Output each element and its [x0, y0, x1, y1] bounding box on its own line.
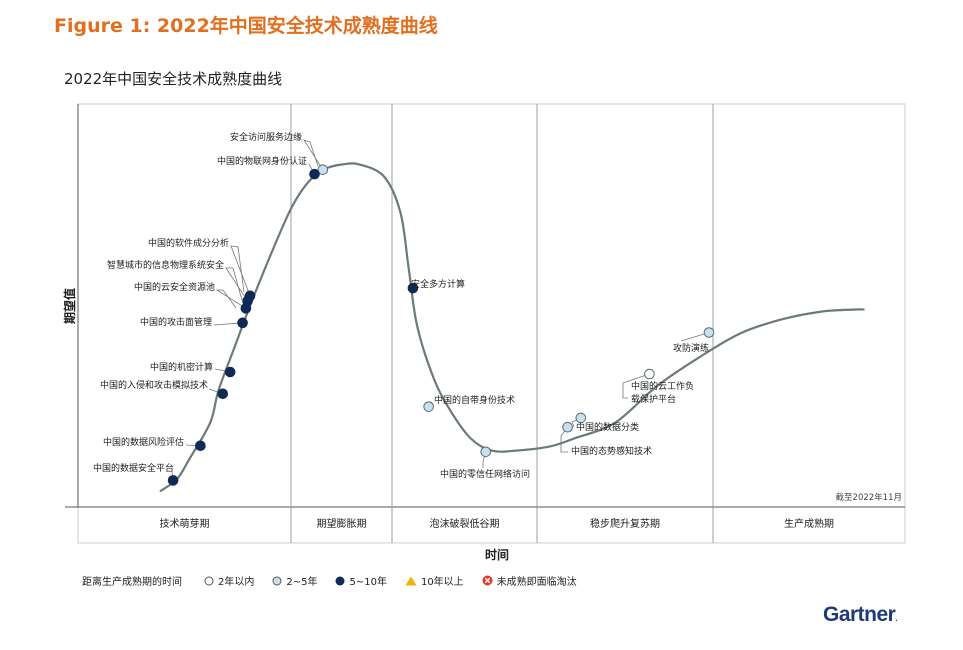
label-leader [230, 245, 251, 296]
data-point [480, 446, 492, 458]
light-blue-circle-icon [272, 576, 282, 585]
data-point [217, 388, 229, 400]
data-label: 攻防演练 [673, 342, 709, 354]
data-point [167, 475, 179, 486]
data-label: 中国的物联网身份认证 [217, 155, 307, 167]
phase-labels: 技术萌芽期 期望膨胀期 泡沫破裂低谷期 稳步爬升复苏期 生产成熟期 [160, 517, 835, 530]
data-label: 智慧城市的信息物理系统安全 [107, 259, 224, 271]
legend-item-5-10y: 5~10年 [335, 573, 387, 588]
data-point [703, 327, 715, 338]
brand-mark: . [895, 614, 898, 623]
data-point [237, 317, 248, 329]
data-label: 安全访问服务边缘 [230, 131, 302, 143]
data-label: 中国的机密计算 [150, 361, 213, 373]
data-point [224, 366, 236, 378]
data-point [317, 164, 329, 175]
data-label: 中国的数据分类 [576, 421, 639, 433]
data-label: 中国的攻击面管理 [140, 316, 212, 328]
data-point [309, 168, 320, 180]
label-leader [622, 373, 650, 399]
phase-label: 技术萌芽期 [160, 517, 210, 530]
legend-item-2-5y: 2~5年 [272, 573, 317, 588]
data-label-line: 中国的云工作负 [631, 380, 694, 392]
data-point [195, 440, 206, 452]
data-label: 中国的软件成分分析 [148, 237, 229, 249]
legend-item-over-10y: 10年以上 [405, 573, 464, 588]
phase-label: 生产成熟期 [784, 517, 834, 530]
legend: 距离生产成熟期的时间 2年以内 2~5年 5~10年 10年以上 未成熟即面临淘… [82, 573, 595, 588]
gartner-logo: Gartner. [823, 603, 898, 627]
date-note: 截至2022年11月 [836, 492, 902, 503]
data-label: 中国的数据安全平台 [93, 462, 174, 474]
phase-label: 期望膨胀期 [317, 517, 367, 530]
legend-label: 2年以内 [218, 577, 255, 588]
legend-title: 距离生产成熟期的时间 [82, 577, 182, 588]
data-label: 中国的数据风险评估 [103, 436, 184, 448]
phase-label: 稳步爬升复苏期 [590, 517, 660, 530]
figure-title: Figure 1: 2022年中国安全技术成熟度曲线 [54, 15, 438, 37]
label-leader [560, 426, 568, 453]
legend-label: 10年以上 [420, 577, 464, 588]
data-point [407, 282, 419, 294]
data-point [575, 412, 587, 424]
chart-title: 2022年中国安全技术成熟度曲线 [64, 70, 282, 88]
data-label: 中国的云工作负载保护平台 [631, 380, 694, 405]
legend-item-under-2y: 2年以内 [204, 573, 254, 588]
phase-label: 泡沫破裂低谷期 [430, 517, 500, 530]
data-label: 中国的自带身份技术 [434, 394, 515, 406]
yellow-triangle-icon [405, 576, 417, 585]
brand-text: Gartner [823, 603, 896, 626]
x-axis-label: 时间 [485, 547, 509, 562]
red-x-circle-icon [482, 575, 493, 586]
label-leader [303, 139, 324, 170]
navy-circle-icon [335, 576, 345, 585]
legend-label: 未成熟即面临淘汰 [496, 577, 577, 588]
legend-label: 2~5年 [286, 577, 318, 588]
hype-curve [159, 162, 865, 492]
label-leader [225, 267, 248, 302]
open-circle-icon [204, 576, 214, 585]
data-label: 中国的入侵和攻击模拟技术 [100, 379, 208, 391]
data-point [423, 401, 434, 412]
data-label-line: 载保护平台 [631, 393, 676, 405]
phase-dividers [290, 104, 714, 543]
legend-item-obsolete: 未成熟即面临淘汰 [482, 573, 577, 588]
legend-label: 5~10年 [349, 577, 387, 588]
label-leader [215, 289, 247, 309]
data-label: 中国的零信任网络访问 [440, 468, 530, 480]
data-points [167, 164, 715, 486]
data-label: 中国的态势感知技术 [571, 445, 652, 457]
y-axis-label: 期望值 [62, 288, 77, 324]
data-point [240, 303, 252, 314]
data-label: 中国的云安全资源池 [134, 281, 215, 293]
data-point [644, 368, 655, 380]
data-point [562, 421, 573, 433]
data-label: 安全多方计算 [411, 278, 465, 290]
